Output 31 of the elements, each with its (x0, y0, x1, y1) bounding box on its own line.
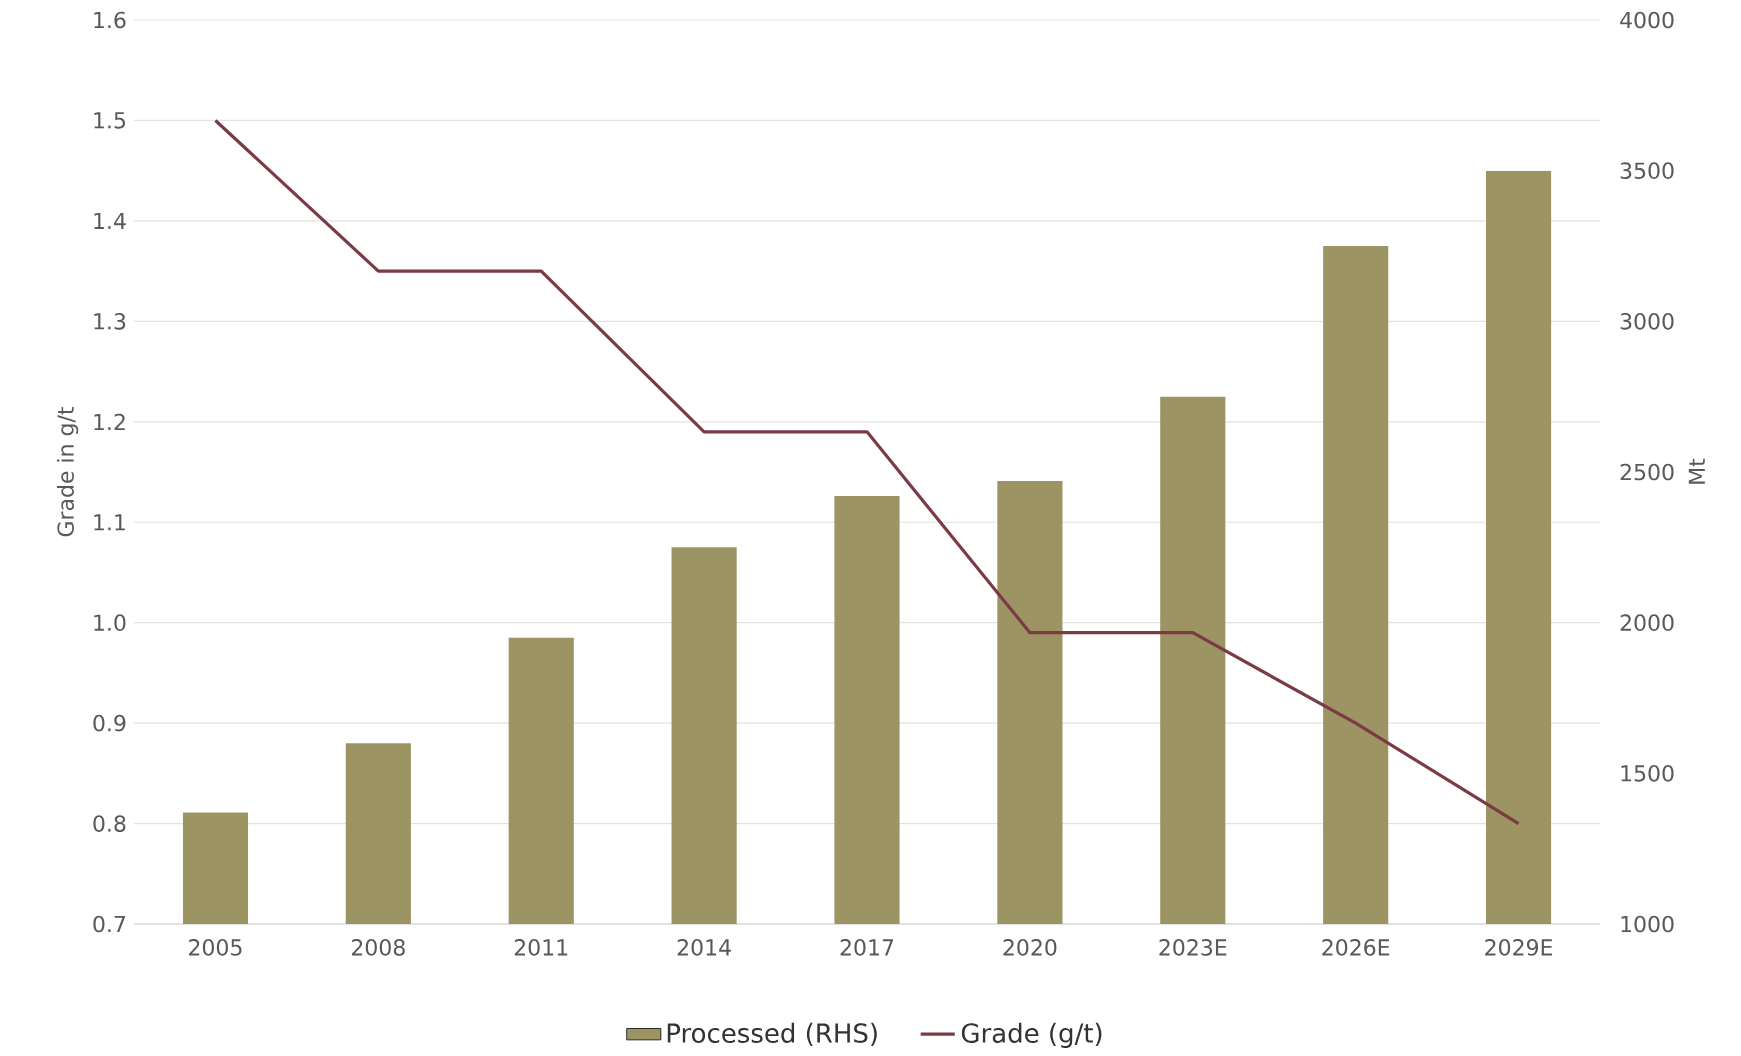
y-tick-label: 1.0 (94, 614, 126, 631)
y2-tick-label: 1500 (1621, 765, 1674, 782)
x-tick-label: 2008 (351, 939, 405, 956)
y-tick-label: 0.9 (93, 714, 126, 732)
x-tick-label: 2020 (1003, 939, 1057, 956)
x-tick-label: 2023E (1159, 939, 1227, 956)
y2-tick-label: 1000 (1621, 915, 1674, 933)
x-tick-label: 2005 (189, 939, 242, 956)
y-axis-title: Grade in g/t (56, 406, 79, 537)
y-tick-label: 1.3 (94, 313, 126, 330)
y-tick-label: 1.2 (94, 413, 125, 430)
y-tick-label: 1.1 (94, 514, 125, 531)
y2-tick-label: 4000 (1620, 11, 1674, 29)
legend-label: Grade (g/t) (961, 1022, 1102, 1048)
legend-label: Processed (RHS) (667, 1022, 877, 1046)
y-tick-label: 1.4 (94, 212, 126, 229)
y-tick-label: 0.8 (93, 815, 126, 832)
y-tick-label: 1.5 (94, 112, 126, 129)
x-tick-label: 2014 (677, 939, 731, 956)
y2-axis-title: Mt (1688, 458, 1705, 484)
x-tick-label: 2026E (1322, 939, 1390, 956)
y2-tick-label: 2000 (1620, 614, 1674, 631)
y2-tick-label: 3500 (1620, 162, 1674, 179)
y2-tick-label: 3000 (1620, 313, 1674, 330)
y2-tick-label: 2500 (1620, 463, 1674, 481)
y-tick-label: 0.7 (93, 915, 126, 933)
x-tick-label: 2029E (1485, 939, 1553, 956)
line-series (213, 118, 1521, 826)
y-tick-label: 1.6 (94, 11, 126, 29)
x-tick-label: 2017 (840, 939, 894, 956)
x-tick-label: 2011 (514, 939, 568, 956)
